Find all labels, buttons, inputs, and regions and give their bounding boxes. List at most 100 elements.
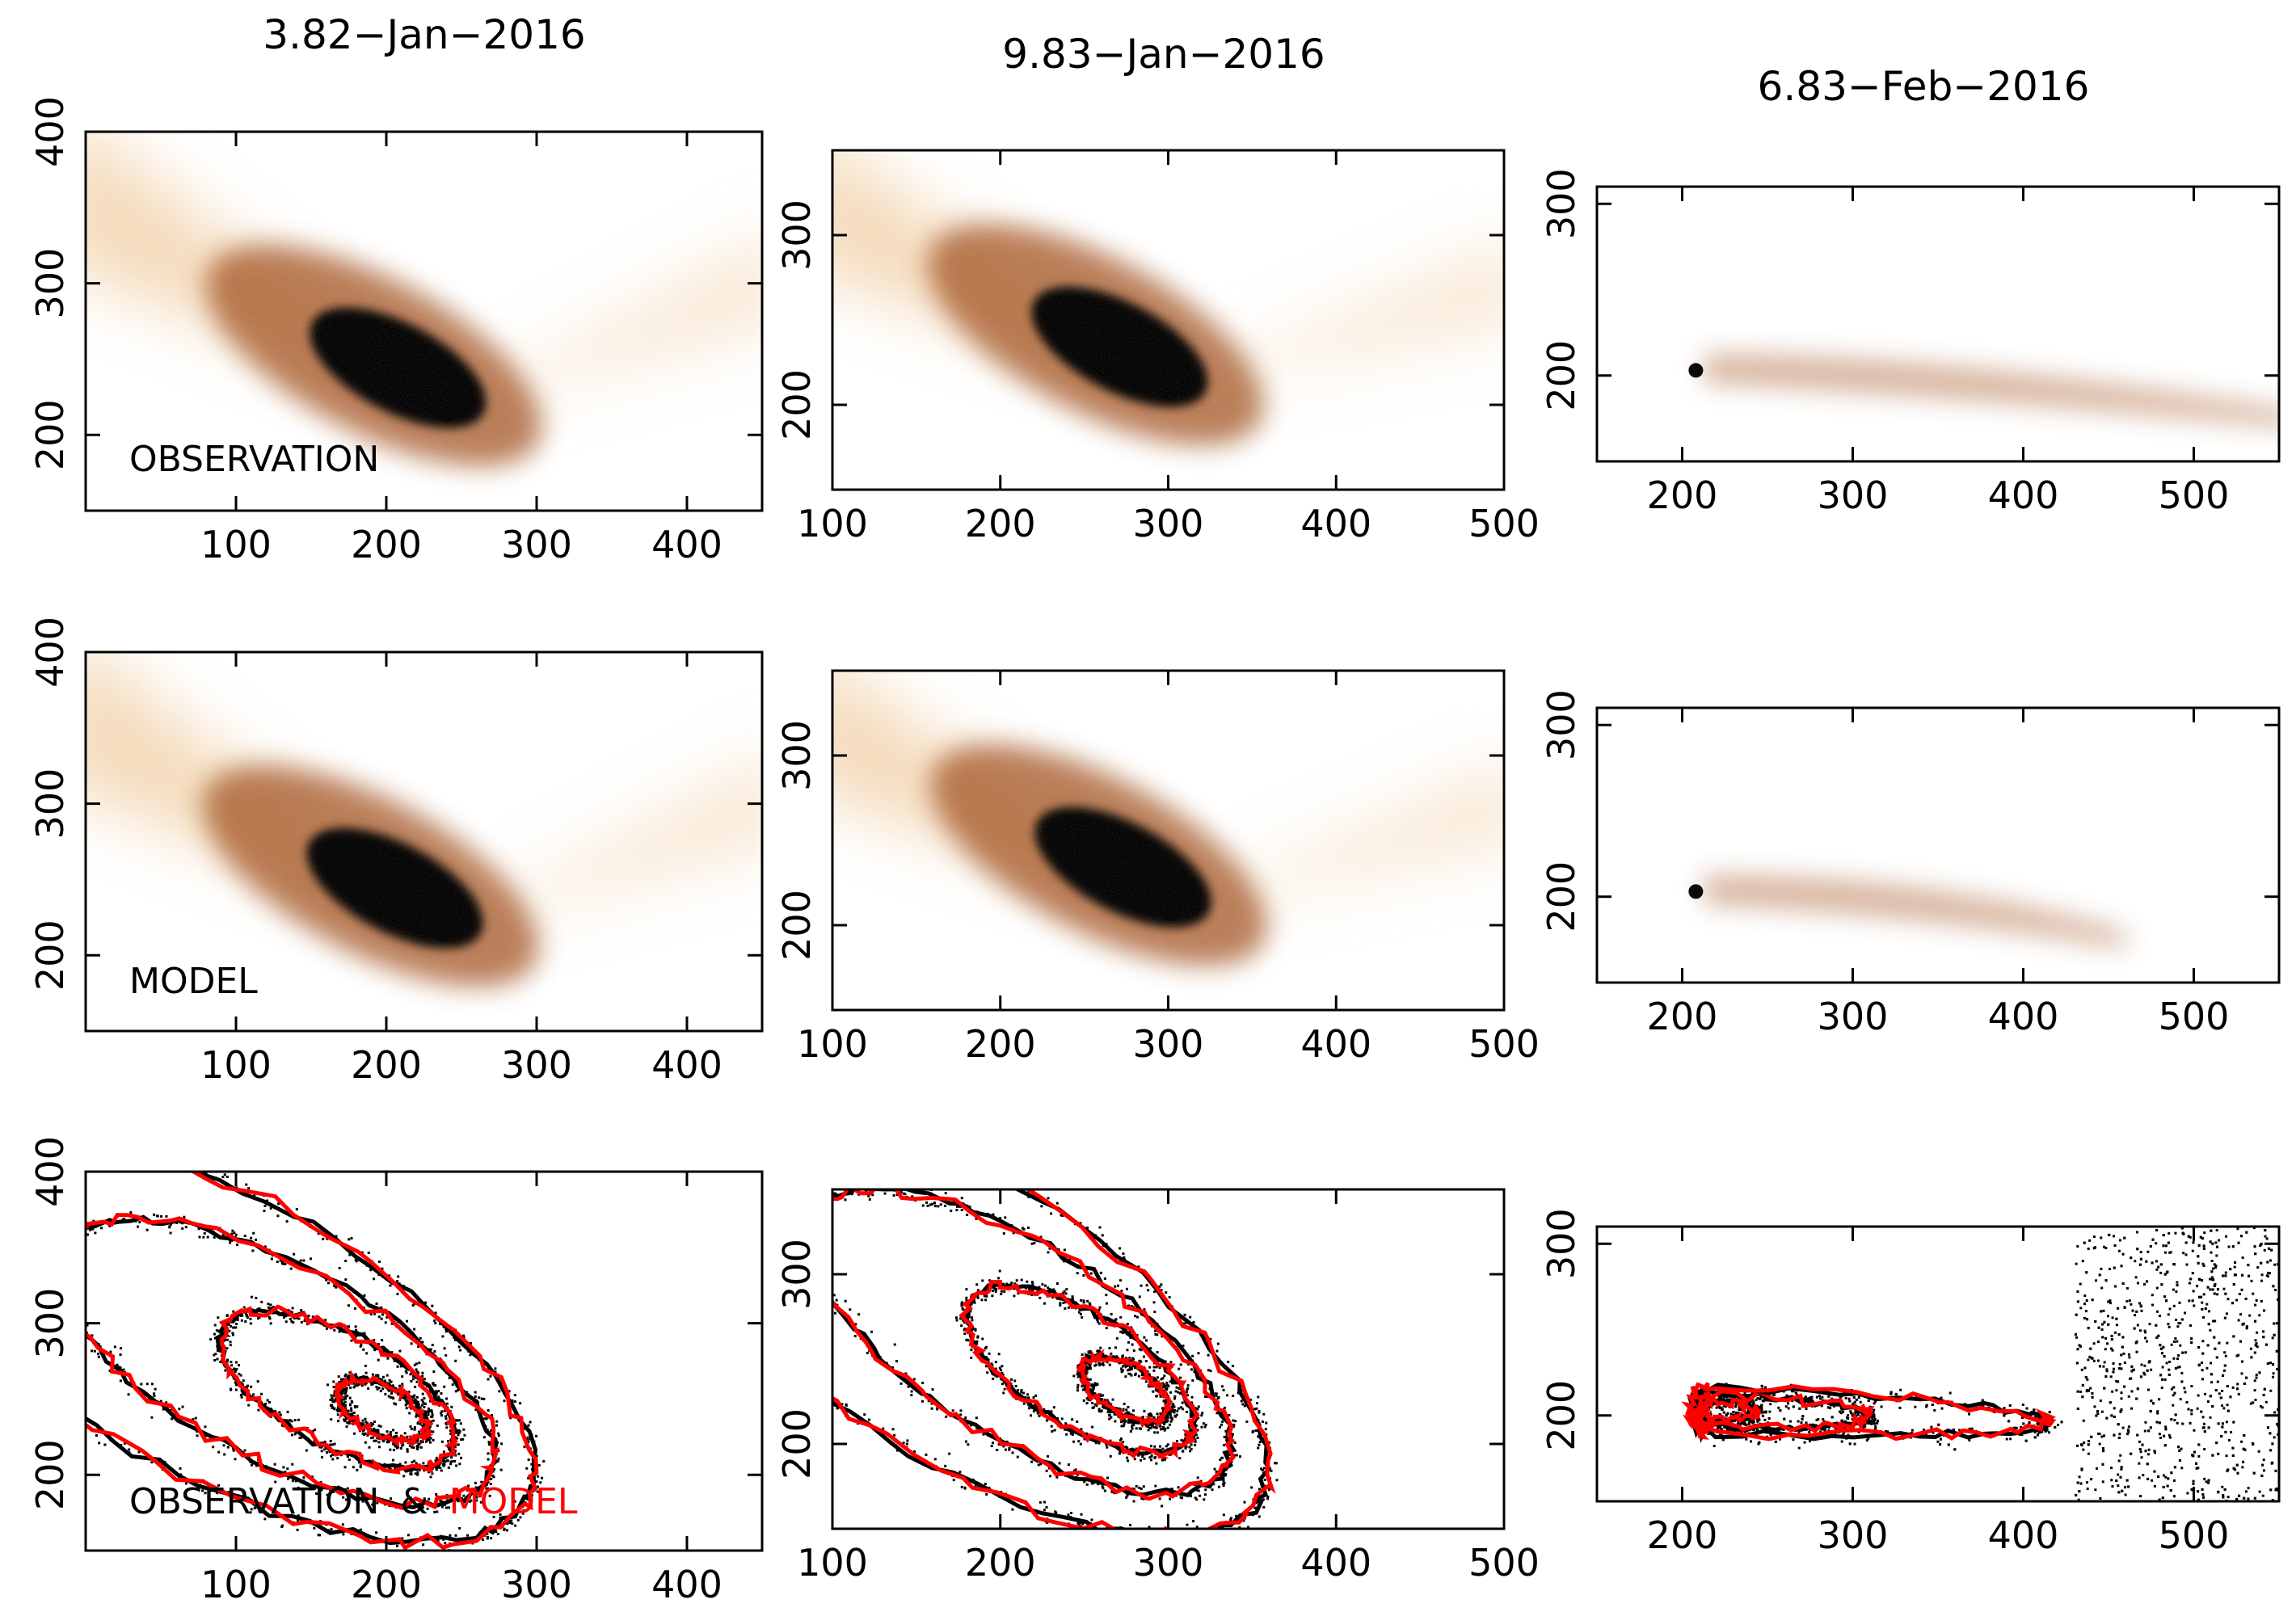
x-tick-label: 100 <box>797 502 868 545</box>
panel-2: 100 200 300 400 500 200 300 <box>775 149 1540 545</box>
x-tick-label: 400 <box>651 1563 723 1606</box>
contour-lines <box>86 1172 539 1551</box>
x-tick-label: 100 <box>200 523 272 566</box>
combined-label-observation: OBSERVATION <box>129 1481 379 1522</box>
y-tick-label: 300 <box>28 768 72 840</box>
column-title-3: 6.83−Feb−2016 <box>1757 63 2090 110</box>
x-tick-label: 200 <box>1647 995 1718 1038</box>
panel-3: 200 300 400 500 200 300 <box>1540 168 2281 517</box>
panel-9: 200 300 400 500 200 300 <box>1540 1208 2281 1557</box>
panel-6: 200 300 400 500 200 300 <box>1540 689 2281 1038</box>
panel-7: 100 200 300 400 200 300 400 <box>28 1136 764 1606</box>
x-tick-label: 400 <box>1300 502 1371 545</box>
y-tick-label: 300 <box>28 1288 72 1359</box>
x-tick-label: 400 <box>651 1043 723 1087</box>
y-tick-label: 300 <box>775 720 819 791</box>
x-tick-label: 300 <box>1133 1022 1204 1066</box>
observation-contour <box>832 1189 1272 1529</box>
y-tick-label: 200 <box>1540 1380 1583 1451</box>
x-tick-label: 200 <box>1647 473 1718 517</box>
y-tick-label: 400 <box>28 1136 72 1207</box>
x-tick-label: 100 <box>200 1563 272 1606</box>
contour-lines <box>832 1189 1276 1529</box>
y-tick-label: 200 <box>775 890 819 961</box>
observation-contour <box>832 1189 1237 1498</box>
panel-4: 100 200 300 400 200 300 400 <box>28 617 764 1087</box>
panel-5: 100 200 300 400 500 200 300 <box>775 669 1540 1066</box>
x-tick-label: 400 <box>1300 1541 1371 1585</box>
x-tick-label: 400 <box>1988 473 2059 517</box>
y-tick-label: 300 <box>1540 689 1583 760</box>
model-contour <box>1681 1382 2057 1442</box>
x-tick-label: 200 <box>351 1043 422 1087</box>
y-tick-label: 200 <box>1540 340 1583 411</box>
x-tick-label: 300 <box>501 1043 572 1087</box>
model-contour <box>218 1304 459 1475</box>
x-tick-label: 300 <box>1818 995 1889 1038</box>
x-tick-label: 100 <box>797 1541 868 1585</box>
x-tick-label: 300 <box>501 523 572 566</box>
contour-lines <box>1681 1382 2057 1443</box>
plot-frame <box>84 130 764 512</box>
x-tick-label: 400 <box>1300 1022 1371 1066</box>
model-contour <box>86 1172 539 1551</box>
y-tick-label: 200 <box>775 1408 819 1479</box>
x-tick-label: 200 <box>965 1541 1036 1585</box>
y-tick-label: 200 <box>28 1439 72 1510</box>
x-tick-label: 400 <box>651 523 723 566</box>
y-tick-label: 200 <box>775 369 819 440</box>
x-tick-label: 300 <box>1818 1513 1889 1557</box>
x-tick-label: 500 <box>1468 502 1540 545</box>
model-contour <box>1690 1384 1875 1433</box>
x-tick-label: 300 <box>501 1563 572 1606</box>
y-tick-label: 200 <box>28 399 72 470</box>
x-tick-label: 400 <box>1988 995 2059 1038</box>
plot-frame <box>1595 185 2281 463</box>
combined-label-amp: & <box>400 1481 428 1522</box>
x-tick-label: 500 <box>2159 473 2230 517</box>
x-tick-label: 500 <box>2159 995 2230 1038</box>
x-tick-label: 100 <box>797 1022 868 1066</box>
model-contour <box>86 1213 500 1510</box>
model-contour <box>832 1189 1276 1529</box>
x-tick-label: 200 <box>965 502 1036 545</box>
plot-frame <box>84 650 764 1033</box>
y-tick-label: 200 <box>28 920 72 991</box>
y-tick-label: 300 <box>28 248 72 319</box>
column-title-1: 3.82−Jan−2016 <box>263 11 586 58</box>
y-tick-label: 400 <box>28 96 72 167</box>
observation-label: OBSERVATION <box>129 439 379 480</box>
x-tick-label: 500 <box>1468 1541 1540 1585</box>
x-tick-label: 100 <box>200 1043 272 1087</box>
plot-frame <box>831 1188 1506 1530</box>
plot-frame <box>84 1170 764 1552</box>
x-tick-label: 200 <box>351 1563 422 1606</box>
observation-points <box>1699 1227 2279 1501</box>
panel-1: 100 200 300 400 200 300 400 <box>28 96 764 566</box>
x-tick-label: 200 <box>965 1022 1036 1066</box>
plot-frame <box>1595 1225 2281 1503</box>
x-tick-label: 200 <box>351 523 422 566</box>
x-tick-label: 300 <box>1133 502 1204 545</box>
combined-label-model: MODEL <box>449 1481 578 1522</box>
column-title-2: 9.83−Jan−2016 <box>1002 31 1325 78</box>
y-tick-label: 400 <box>28 617 72 688</box>
y-tick-label: 300 <box>1540 1208 1583 1279</box>
x-tick-label: 300 <box>1133 1541 1204 1585</box>
model-contour <box>958 1280 1200 1459</box>
y-tick-label: 200 <box>1540 861 1583 932</box>
x-tick-label: 200 <box>1647 1513 1718 1557</box>
model-contour <box>334 1370 434 1447</box>
x-tick-label: 300 <box>1818 473 1889 517</box>
x-tick-label: 500 <box>2159 1513 2230 1557</box>
plot-frame <box>1595 706 2281 984</box>
x-tick-label: 500 <box>1468 1022 1540 1066</box>
x-tick-label: 400 <box>1988 1513 2059 1557</box>
y-tick-label: 300 <box>775 1239 819 1310</box>
model-contour <box>1076 1348 1173 1429</box>
panel-8: 100 200 300 400 500 200 300 <box>775 1188 1540 1585</box>
y-tick-label: 300 <box>775 200 819 271</box>
y-tick-label: 300 <box>1540 168 1583 239</box>
model-contour <box>1696 1394 1763 1429</box>
